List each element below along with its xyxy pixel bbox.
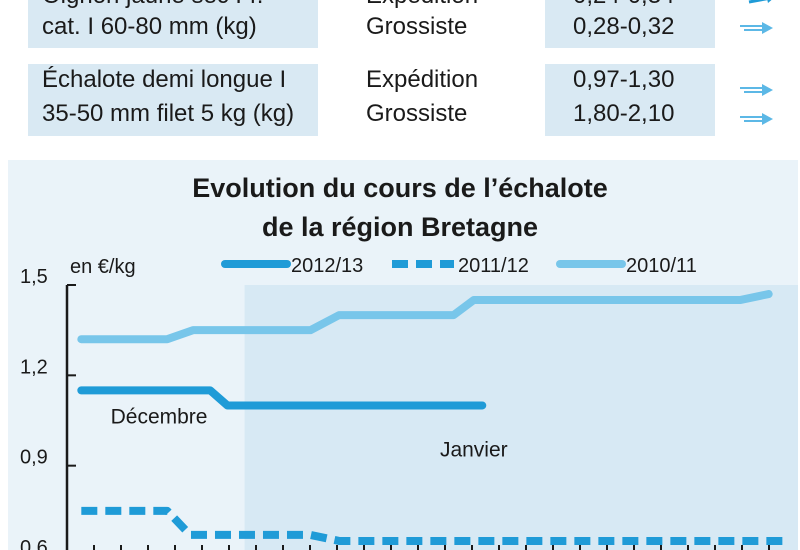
y-tick-label: 1,5 <box>20 266 48 288</box>
product-cell-bg <box>28 64 318 136</box>
market-stage-label: Expédition <box>366 0 478 12</box>
product-name-line: Oignon jaune sec Fr. <box>42 0 263 12</box>
january-region <box>244 285 798 550</box>
y-axis-unit: en €/kg <box>70 256 136 278</box>
legend-label: 2011/12 <box>458 255 529 277</box>
period-label: Décembre <box>111 406 208 429</box>
price-range: 1,80-2,10 <box>573 100 675 127</box>
market-stage-label: Grossiste <box>366 13 468 40</box>
arrow-up-right-icon <box>748 0 772 4</box>
series-line-2010-11 <box>77 290 773 344</box>
price-cell-bg <box>545 64 715 136</box>
price-range: 0,24-0,34 <box>573 0 674 12</box>
y-tick-label: 0,9 <box>20 447 48 469</box>
product-name-line: Échalote demi longue I <box>42 66 287 93</box>
series-line-2012-13 <box>77 386 487 410</box>
y-tick-label: 1,2 <box>20 356 48 378</box>
arrow-right-icon <box>740 84 773 96</box>
product-cell-bg <box>28 0 318 48</box>
series-line-2011-12 <box>81 506 783 545</box>
market-stage-label: Grossiste <box>366 100 468 127</box>
product-name-line: cat. I 60-80 mm (kg) <box>42 13 257 40</box>
market-stage-label: Expédition <box>366 66 479 93</box>
chart-subtitle: de la région Bretagne <box>261 212 539 242</box>
chart-title: Evolution du cours de l’échalote <box>192 173 608 203</box>
price-table: Oignon jaune sec Fr. cat. I 60-80 mm (kg… <box>0 0 800 150</box>
y-tick-label: 0,6 <box>20 537 48 550</box>
arrow-right-icon <box>740 113 773 125</box>
legend-label: 2012/13 <box>291 255 363 277</box>
arrow-right-icon <box>740 22 773 34</box>
legend-label: 2010/11 <box>626 255 697 277</box>
price-range: 0,28-0,32 <box>573 13 675 40</box>
price-range: 0,97-1,30 <box>573 66 675 93</box>
period-label: Janvier <box>440 439 508 462</box>
product-name-line: 35-50 mm filet 5 kg (kg) <box>42 100 295 127</box>
price-cell-bg <box>545 0 715 48</box>
